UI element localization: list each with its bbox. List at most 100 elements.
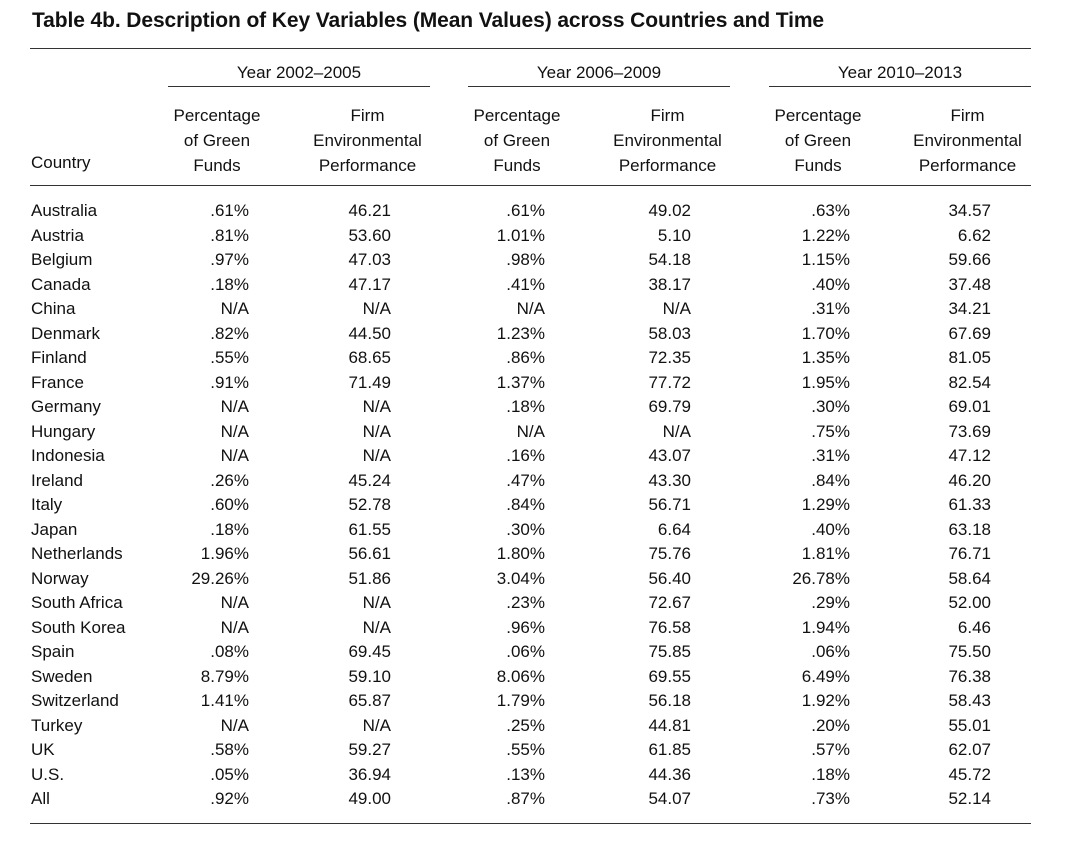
green-funds-2006-2009: .13% [506,764,545,784]
green-funds-2010-2013: .30% [811,397,850,416]
country-cell: Australia [31,201,98,220]
table-row: Spain .08% 69.45 .06% 75.85 .06% 75.50 [0,640,1082,665]
firm-perf-2006-2009: 43.30 [648,470,691,490]
group-rule-2002-2005 [168,86,430,87]
table-row: Italy .60% 52.78 .84% 56.71 1.29% 61.33 [0,493,1082,518]
firm-perf-2002-2005: 65.87 [348,691,391,710]
green-funds-2010-2013: .29% [811,593,850,612]
green-funds-2002-2005: N/A [220,446,249,465]
green-funds-2010-2013: .31% [811,299,850,318]
country-cell: Netherlands [31,544,123,563]
col-header-firm-performance-3: Firm Environmental Performance [913,106,1022,175]
col-header-firm-performance-2: Firm Environmental Performance [613,106,722,175]
green-funds-2002-2005: .58% [210,740,249,759]
table-row: Switzerland 1.41% 65.87 1.79% 56.18 1.92% 58.4… [0,689,1082,714]
firm-perf-2006-2009: 58.03 [648,323,691,343]
green-funds-2006-2009: .84% [506,495,545,514]
table-row: Canada .18% 47.17 .41% 38.17 .40% 37.48 [0,273,1082,298]
table-row: Ireland .26% 45.24 .47% 43.30 .84% 46.20 [0,469,1082,494]
green-funds-2010-2013: 1.81% [801,544,850,563]
green-funds-2010-2013: 1.95% [801,372,850,392]
firm-perf-2006-2009: 61.85 [648,740,691,759]
green-funds-2002-2005: N/A [220,715,249,735]
green-funds-2010-2013: 1.94% [801,617,850,637]
firm-perf-2002-2005: 59.27 [348,740,391,759]
table-row: Turkey N/A N/A .25% 44.81 .20% 55.01 [0,714,1082,739]
green-funds-2010-2013: .20% [811,715,850,735]
country-cell: Hungary [31,421,96,441]
firm-perf-2010-2013: 76.71 [948,544,991,563]
green-funds-2002-2005: N/A [220,617,249,637]
country-cell: Austria [31,225,84,245]
country-cell: Belgium [31,250,93,269]
green-funds-2006-2009: .06% [506,642,545,661]
firm-perf-2010-2013: 62.07 [948,740,991,759]
green-funds-2010-2013: .18% [811,764,850,784]
firm-perf-2010-2013: 45.72 [948,764,991,784]
firm-perf-2002-2005: 45.24 [348,470,391,490]
table-row: Finland .55% 68.65 .86% 72.35 1.35% 81.05 [0,346,1082,371]
col-header-green-funds-2: Percentage of Green Funds [473,106,561,175]
firm-perf-2006-2009: 44.81 [648,715,691,735]
country-cell: Japan [31,519,78,539]
green-funds-2002-2005: .81% [210,225,249,245]
table-row: Australia .61% 46.21 .61% 49.02 .63% 34.57 [0,199,1082,224]
green-funds-2010-2013: 1.70% [801,323,850,343]
green-funds-2006-2009: 1.79% [496,691,545,710]
green-funds-2002-2005: N/A [220,299,249,318]
green-funds-2006-2009: .30% [506,519,545,539]
country-cell: China [31,299,76,318]
green-funds-2002-2005: .91% [210,372,249,392]
green-funds-2010-2013: 1.15% [801,250,850,269]
firm-perf-2002-2005: 36.94 [348,764,391,784]
table-row: Indonesia N/A N/A .16% 43.07 .31% 47.12 [0,444,1082,469]
green-funds-2002-2005: .18% [210,274,249,294]
firm-perf-2006-2009: 38.17 [648,274,691,294]
green-funds-2002-2005: .61% [210,201,249,220]
green-funds-2002-2005: .97% [210,250,249,269]
country-cell: Norway [31,568,89,588]
green-funds-2010-2013: .31% [811,446,850,465]
green-funds-2002-2005: .08% [210,642,249,661]
table-title: Table 4b. Description of Key Variables (… [32,9,825,32]
firm-perf-2002-2005: N/A [362,593,391,612]
green-funds-2006-2009: 1.80% [496,544,545,563]
firm-perf-2006-2009: 72.67 [648,593,691,612]
green-funds-2006-2009: .86% [506,348,545,367]
group-rule-2006-2009 [468,86,730,87]
green-funds-2006-2009: .96% [506,617,545,637]
firm-perf-2002-2005: N/A [362,617,391,637]
green-funds-2006-2009: .87% [506,789,545,808]
country-cell: U.S. [31,764,65,784]
col-header-green-funds-1: Percentage of Green Funds [173,106,261,175]
green-funds-2010-2013: .57% [811,740,850,759]
firm-perf-2002-2005: N/A [362,397,391,416]
green-funds-2010-2013: 26.78% [792,568,850,588]
green-funds-2006-2009: 3.04% [496,568,545,588]
green-funds-2006-2009: .61% [506,201,545,220]
country-cell: UK [31,740,55,759]
country-column-header: Country [31,153,91,172]
table-row: Norway 29.26% 51.86 3.04% 56.40 26.78% 58.64 [0,567,1082,592]
firm-perf-2002-2005: 69.45 [348,642,391,661]
firm-perf-2010-2013: 55.01 [948,715,991,735]
firm-perf-2010-2013: 6.46 [957,617,991,637]
firm-perf-2002-2005: 46.21 [348,201,391,220]
green-funds-2010-2013: 6.49% [801,666,850,686]
table-row: South Korea N/A N/A .96% 76.58 1.94% 6.46 [0,616,1082,641]
firm-perf-2010-2013: 73.69 [948,421,991,441]
table-row: Sweden 8.79% 59.10 8.06% 69.55 6.49% 76.38 [0,665,1082,690]
table-row: Denmark .82% 44.50 1.23% 58.03 1.70% 67.69 [0,322,1082,347]
group-rule-2010-2013 [769,86,1031,87]
firm-perf-2010-2013: 75.50 [948,642,991,661]
green-funds-2006-2009: 8.06% [496,666,545,686]
header-bottom-rule [30,185,1031,186]
firm-perf-2002-2005: 47.03 [348,250,391,269]
green-funds-2006-2009: 1.23% [496,323,545,343]
green-funds-2002-2005: N/A [220,421,249,441]
green-funds-2010-2013: .73% [811,789,850,808]
firm-perf-2002-2005: 51.86 [348,568,391,588]
firm-perf-2006-2009: 69.55 [648,666,691,686]
table-body: Australia .61% 46.21.61% 49.02.63% 34.57 Aust… [0,199,1082,812]
green-funds-2002-2005: .92% [210,789,249,808]
